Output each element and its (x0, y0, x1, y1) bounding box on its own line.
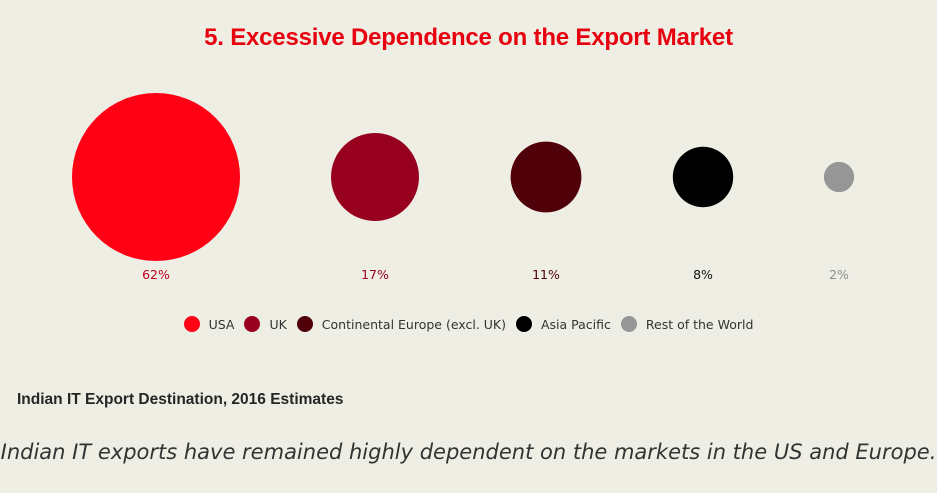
legend-item-continental-europe[interactable]: Continental Europe (excl. UK) (296, 316, 506, 332)
bubble-chart: 62% 17% 11% 8% 2% (72, 93, 855, 282)
value-label-usa: 62% (142, 267, 170, 282)
chart-title: 5. Excessive Dependence on the Export Ma… (204, 24, 733, 51)
bubble-asia-pacific[interactable] (672, 146, 734, 208)
legend-item-usa[interactable]: USA (183, 316, 235, 332)
legend-swatch-usa (183, 316, 200, 332)
bubble-continental-europe[interactable] (510, 141, 582, 213)
legend-swatch-rest-of-world (620, 316, 637, 332)
legend-label-uk: UK (269, 316, 287, 332)
bubble-uk[interactable] (331, 133, 419, 221)
chart-subtitle: Indian IT Export Destination, 2016 Estim… (17, 391, 344, 408)
legend-label-rest-of-world: Rest of the World (645, 316, 754, 332)
legend-label-continental-europe: Continental Europe (excl. UK) (321, 316, 506, 332)
legend-label-asia-pacific: Asia Pacific (540, 316, 611, 332)
bubble-rest-of-world[interactable] (823, 161, 855, 193)
legend-swatch-asia-pacific (515, 316, 532, 332)
legend-swatch-uk (244, 316, 261, 332)
chart-legend: USA UK Continental Europe (excl. UK) Asi… (0, 316, 937, 332)
value-label-rest-of-world: 2% (829, 267, 849, 282)
bubble-usa[interactable] (72, 93, 240, 261)
value-label-continental-europe: 11% (532, 267, 560, 282)
caption: Indian IT exports have remained highly d… (0, 440, 937, 464)
legend-item-uk[interactable]: UK (244, 316, 287, 332)
value-label-asia-pacific: 8% (693, 267, 713, 282)
legend-item-asia-pacific[interactable]: Asia Pacific (515, 316, 611, 332)
legend-swatch-continental-europe (296, 316, 313, 332)
value-label-uk: 17% (361, 267, 389, 282)
legend-label-usa: USA (208, 316, 235, 332)
legend-item-rest-of-world[interactable]: Rest of the World (620, 316, 754, 332)
